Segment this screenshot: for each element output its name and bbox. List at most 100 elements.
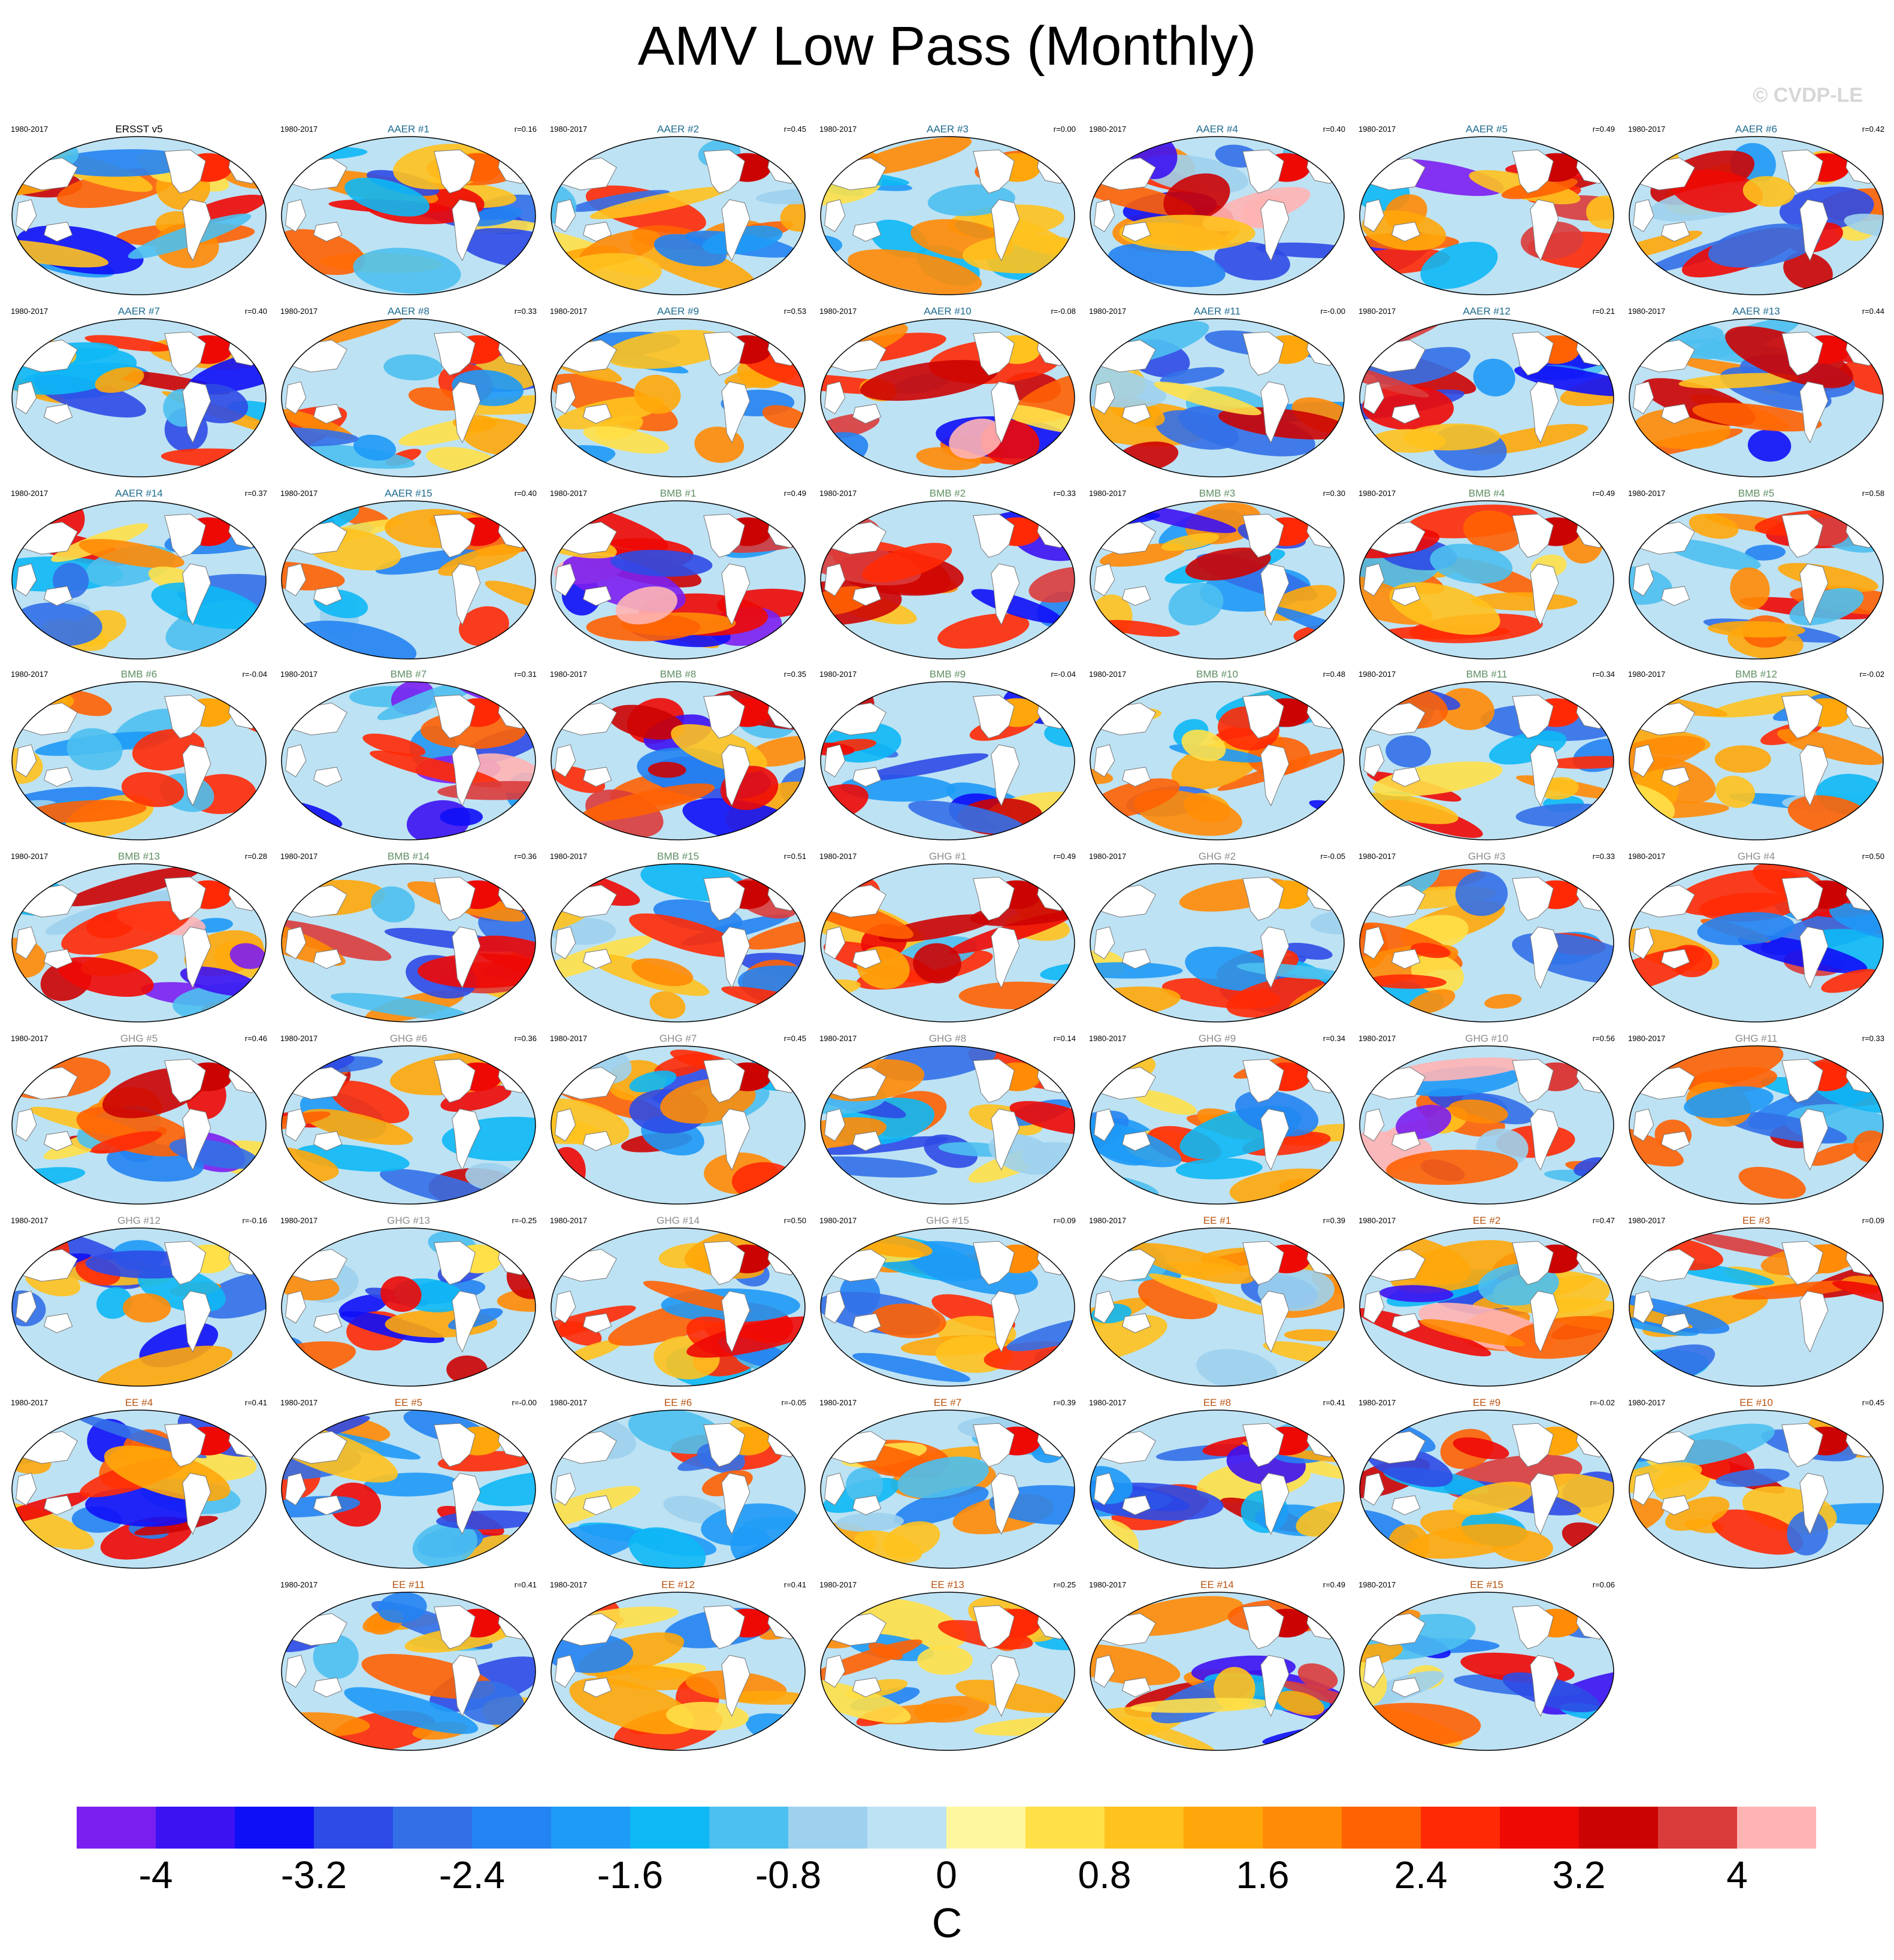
sst-anomaly-patch	[1430, 543, 1513, 584]
map-border	[1090, 136, 1345, 295]
colorbar-swatch	[1263, 1807, 1342, 1849]
continent-landmass	[1122, 1131, 1151, 1151]
sst-pattern-map	[281, 863, 536, 1023]
sst-anomaly-patch	[551, 1486, 640, 1533]
continent-landmass	[1122, 586, 1151, 606]
sst-pattern-map	[820, 681, 1075, 840]
map-panel: 1980-2017 AAER #9 r=0.53	[546, 306, 810, 480]
sst-anomaly-patch	[12, 1501, 95, 1550]
sst-anomaly-patch	[1732, 1280, 1862, 1300]
sst-anomaly-patch	[1452, 1481, 1534, 1516]
continent-landmass	[220, 1228, 247, 1240]
panel-title: EE #11	[392, 1579, 425, 1590]
map-border	[1359, 500, 1614, 660]
sst-anomaly-patch	[917, 1646, 973, 1675]
sst-anomaly-patch	[1714, 745, 1771, 773]
continent-landmass	[220, 1046, 247, 1058]
map-border	[820, 863, 1075, 1023]
map-panel: 1980-2017 AAER #5 r=0.49	[1355, 124, 1618, 298]
sst-anomaly-patch	[474, 1471, 535, 1507]
sst-anomaly-patch	[1545, 756, 1614, 769]
continent-landmass	[1260, 926, 1290, 989]
continent-landmass	[1391, 222, 1421, 242]
sst-anomaly-patch	[870, 1303, 946, 1338]
map-border	[820, 1045, 1075, 1205]
continent-landmass	[490, 864, 517, 876]
map-panel: 1980-2017 AAER #14 r=0.37	[7, 488, 271, 663]
panel-period-label: 1980-2017	[280, 1398, 318, 1407]
sst-anomaly-patch	[1665, 1496, 1730, 1531]
map-border	[820, 681, 1075, 840]
continent-landmass	[1661, 222, 1690, 242]
sst-anomaly-patch	[848, 249, 982, 295]
map-border	[281, 1227, 536, 1387]
sst-anomaly-patch	[1090, 1117, 1182, 1167]
continent-landmass	[1568, 1228, 1595, 1240]
continent-landmass	[1512, 513, 1554, 558]
sst-pattern-map	[11, 1409, 267, 1569]
panel-title: BMB #10	[1196, 669, 1238, 680]
map-panel: 1980-2017 EE #11 r=0.41	[277, 1580, 540, 1754]
panel-period-label: 1980-2017	[1359, 1216, 1396, 1225]
panel-correlation-label: r=-0.05	[1320, 852, 1345, 861]
panel-correlation-label: r=0.28	[244, 852, 267, 861]
continent-landmass	[1242, 876, 1284, 921]
continent-landmass	[1029, 501, 1056, 513]
colorbar-swatch	[1184, 1807, 1263, 1849]
continent-landmass	[452, 381, 481, 444]
continent-landmass	[760, 1046, 786, 1058]
sst-anomaly-patch	[971, 589, 1063, 624]
colorbar-swatch	[235, 1807, 314, 1849]
sst-anomaly-patch	[1844, 213, 1883, 238]
panel-period-label: 1980-2017	[11, 1216, 49, 1225]
sst-pattern-map	[820, 318, 1075, 477]
continent-landmass	[852, 222, 882, 242]
continent-landmass	[1633, 1108, 1654, 1142]
sst-anomaly-patch	[1160, 367, 1225, 385]
continent-landmass	[164, 1241, 206, 1286]
panel-period-label: 1980-2017	[819, 307, 857, 316]
sst-anomaly-patch	[1360, 1643, 1403, 1671]
panel-period-label: 1980-2017	[11, 670, 49, 679]
sst-anomaly-patch	[52, 149, 195, 177]
continent-landmass	[1299, 319, 1326, 331]
map-border	[1629, 1227, 1884, 1387]
continent-landmass	[1799, 381, 1829, 444]
map-border	[550, 500, 806, 660]
colorbar-tick-label: 0	[936, 1853, 957, 1897]
sst-anomaly-patch	[1671, 170, 1763, 213]
map-border	[281, 136, 536, 295]
sst-anomaly-patch	[1745, 545, 1786, 561]
colorbar-tick-label: 3.2	[1552, 1853, 1606, 1897]
continent-landmass	[1391, 586, 1421, 606]
panel-title: AAER #3	[927, 123, 969, 135]
sst-pattern-map	[1090, 318, 1345, 477]
continent-landmass	[285, 1108, 307, 1142]
colorbar-swatch	[77, 1807, 156, 1849]
continent-landmass	[852, 767, 882, 787]
panel-title: GHG #3	[1468, 851, 1506, 862]
colorbar-swatch	[551, 1807, 631, 1849]
map-panel: 1980-2017 BMB #8 r=0.35	[546, 669, 810, 843]
panel-period-label: 1980-2017	[280, 1034, 318, 1043]
colorbar-swatch	[867, 1807, 947, 1849]
colorbar-tick-label: -0.8	[755, 1853, 822, 1897]
sst-anomaly-patch	[330, 1081, 410, 1124]
continent-landmass	[1633, 381, 1654, 415]
map-panel: 1980-2017 AAER #10 r=-0.08	[816, 306, 1079, 480]
sst-anomaly-patch	[1716, 776, 1755, 808]
continent-landmass	[16, 1108, 37, 1142]
map-border	[1090, 1045, 1345, 1205]
continent-landmass	[1568, 1410, 1595, 1422]
panel-correlation-label: r=0.33	[1053, 489, 1076, 498]
continent-landmass	[555, 381, 576, 415]
continent-landmass	[434, 876, 476, 921]
continent-landmass	[1633, 199, 1654, 232]
continent-landmass	[991, 926, 1020, 989]
map-panel: 1980-2017 GHG #2 r=-0.05	[1085, 851, 1349, 1026]
sst-anomaly-patch	[440, 1085, 512, 1112]
panel-correlation-label: r=0.48	[1323, 670, 1345, 679]
sst-anomaly-patch	[852, 1353, 971, 1383]
continent-landmass	[490, 137, 517, 149]
continent-landmass	[1661, 1313, 1690, 1333]
